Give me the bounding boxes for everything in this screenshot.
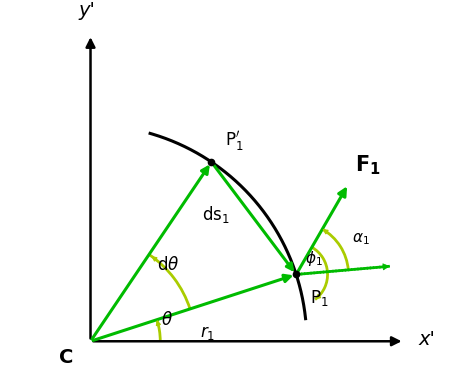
Text: d$\theta$: d$\theta$ (157, 256, 179, 274)
Text: P$_1'$: P$_1'$ (225, 129, 244, 153)
Text: x': x' (419, 330, 435, 349)
Text: P$_1$: P$_1$ (310, 288, 328, 308)
Text: $\theta$: $\theta$ (161, 311, 173, 329)
Text: $\alpha_1$: $\alpha_1$ (352, 231, 370, 247)
Text: $r_1$: $r_1$ (200, 324, 215, 341)
Text: $\mathbf{F_1}$: $\mathbf{F_1}$ (356, 153, 381, 177)
Text: ds$_1$: ds$_1$ (201, 204, 229, 225)
Text: C: C (59, 348, 73, 367)
Text: $\phi_1$: $\phi_1$ (305, 249, 322, 268)
Text: y': y' (79, 2, 95, 21)
